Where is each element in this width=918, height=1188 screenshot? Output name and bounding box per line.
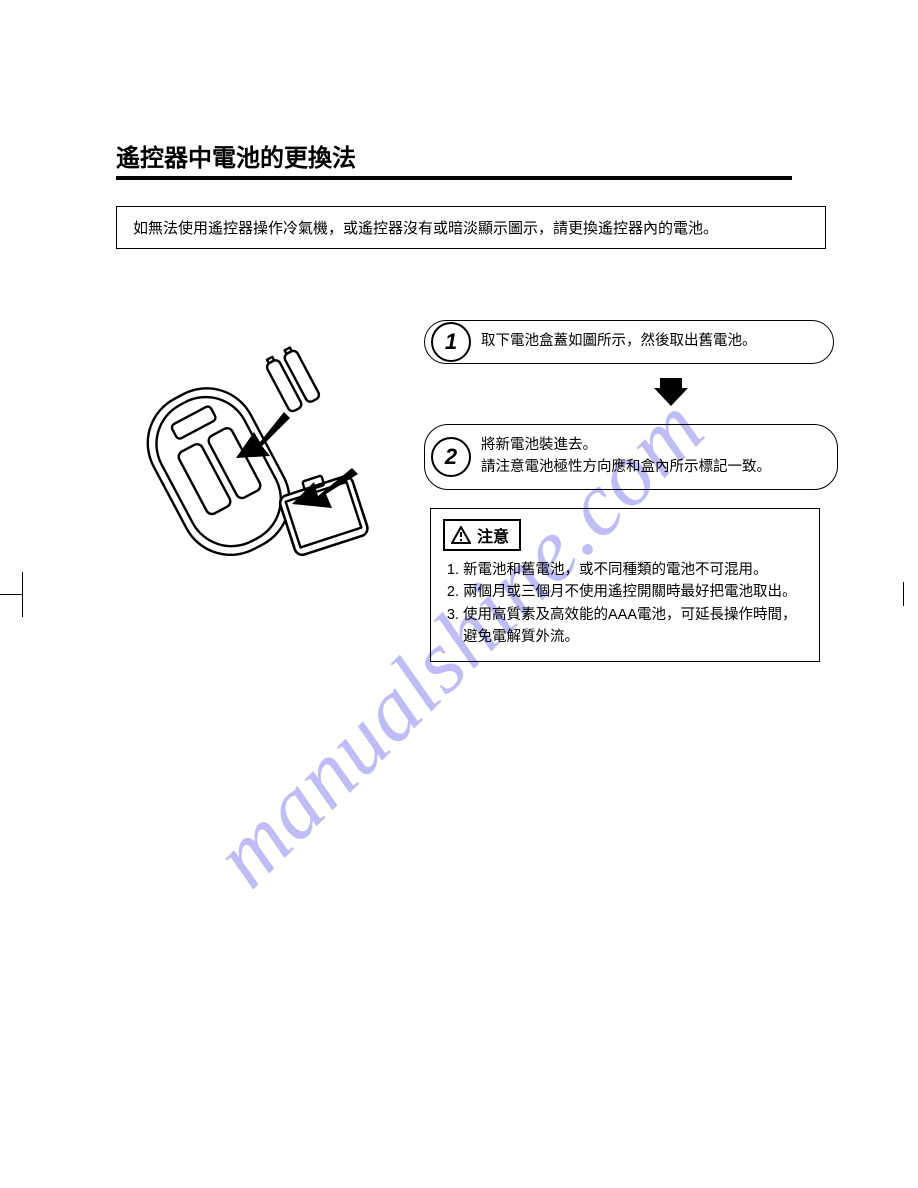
caution-box: 注意 新電池和舊電池，或不同種類的電池不可混用。 兩個月或三個月不使用遙控開關時…: [430, 508, 820, 662]
step-1-box: 1 取下電池盒蓋如圖所示，然後取出舊電池。: [424, 320, 834, 364]
step-1-text: 取下電池盒蓋如圖所示，然後取出舊電池。: [481, 333, 757, 349]
caution-item: 使用高質素及高效能的AAA電池，可延長操作時間，避免電解質外流。: [463, 604, 807, 649]
warning-icon: [451, 526, 471, 544]
remote-illustration: [116, 316, 396, 556]
caution-item: 兩個月或三個月不使用遙控開關時最好把電池取出。: [463, 581, 807, 603]
caution-label: 注意: [477, 523, 509, 547]
step-2-text: 將新電池裝進去。 請注意電池極性方向應和盒內所示標記一致。: [481, 437, 771, 475]
arrow-down-icon: [654, 378, 688, 411]
intro-note-box: 如無法使用遙控器操作冷氣機，或遙控器沒有或暗淡顯示圖示，請更換遙控器內的電池。: [116, 206, 826, 249]
title-underline: [116, 176, 792, 180]
caution-header: 注意: [443, 519, 521, 551]
step-1-number: 1: [431, 322, 471, 362]
manual-page: manualshine.com 遙控器中電池的更換法 如無法使用遙控器操作冷氣機…: [0, 0, 918, 1188]
intro-text: 如無法使用遙控器操作冷氣機，或遙控器沒有或暗淡顯示圖示，請更換遙控器內的電池。: [133, 220, 718, 237]
step-2-box: 2 將新電池裝進去。 請注意電池極性方向應和盒內所示標記一致。: [424, 424, 838, 490]
caution-list: 新電池和舊電池，或不同種類的電池不可混用。 兩個月或三個月不使用遙控開關時最好把…: [443, 559, 807, 649]
step-2-number: 2: [431, 437, 471, 477]
page-title: 遙控器中電池的更換法: [116, 138, 356, 173]
caution-item: 新電池和舊電池，或不同種類的電池不可混用。: [463, 559, 807, 581]
